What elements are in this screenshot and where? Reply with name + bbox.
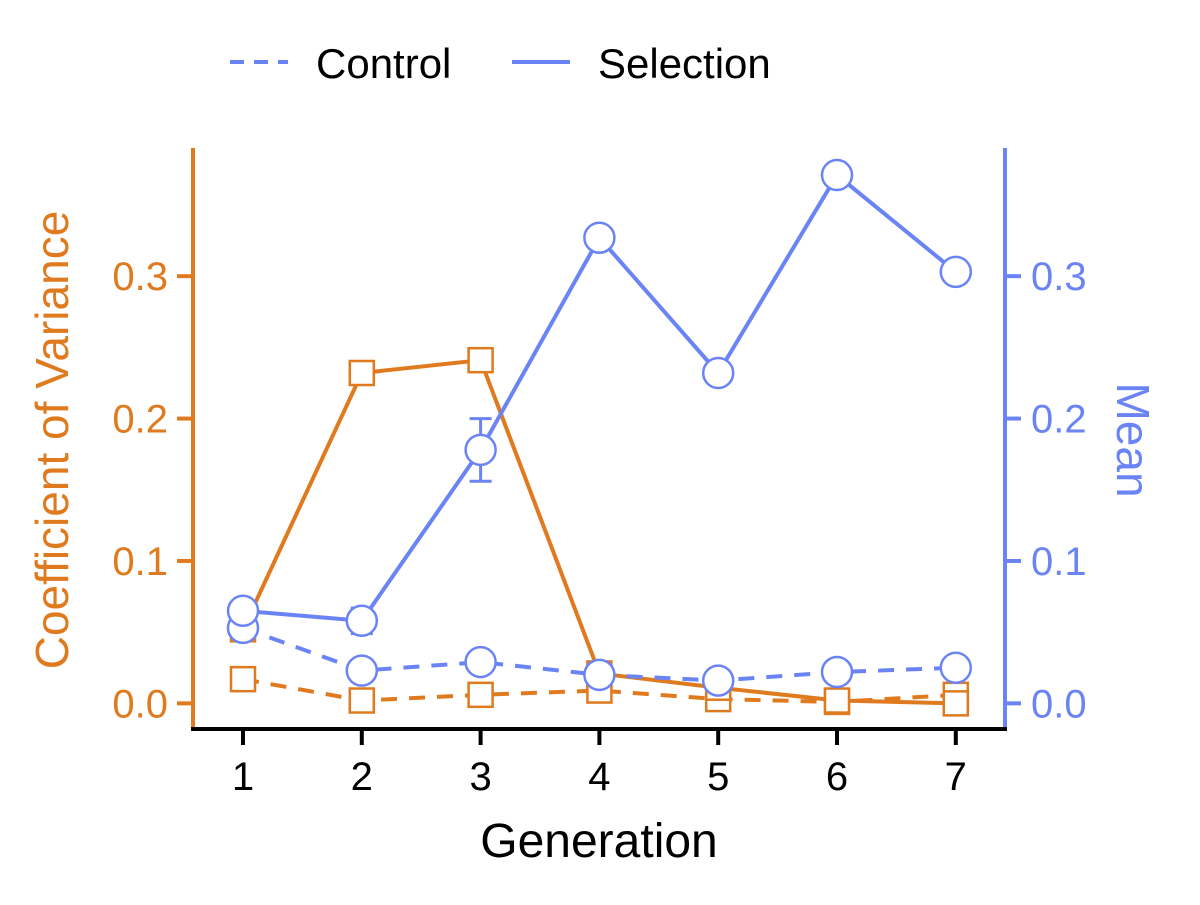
left-y-tick-label: 0.0 bbox=[112, 682, 168, 726]
data-point-circle bbox=[701, 356, 735, 390]
data-point-circle bbox=[345, 604, 379, 638]
right-y-tick-label: 0.3 bbox=[1031, 255, 1087, 299]
data-point-circle bbox=[583, 658, 616, 692]
data-point-circle bbox=[226, 594, 260, 628]
data-point-circle bbox=[583, 221, 616, 254]
x-tick-label: 1 bbox=[232, 755, 254, 799]
data-point-square bbox=[348, 687, 376, 714]
legend-control-label: Control bbox=[316, 40, 451, 87]
left-y-tick-label: 0.2 bbox=[112, 398, 168, 442]
x-axis-title: Generation bbox=[480, 815, 718, 868]
left-y-tick-label: 0.3 bbox=[112, 255, 168, 299]
data-point-circle bbox=[820, 655, 854, 689]
x-tick-label: 2 bbox=[351, 755, 373, 799]
x-tick-label: 6 bbox=[826, 755, 848, 799]
data-point-square bbox=[348, 359, 376, 387]
x-tick-label: 7 bbox=[945, 755, 967, 799]
right-y-tick-label: 0.0 bbox=[1031, 682, 1087, 726]
left-y-axis-title: Coefficient of Variance bbox=[26, 211, 78, 670]
legend-selection-label: Selection bbox=[598, 40, 771, 87]
left-y-tick-label: 0.1 bbox=[112, 540, 168, 584]
right-y-tick-label: 0.2 bbox=[1031, 398, 1087, 442]
ticks-layer: 1 2 3 4 5 6 7 0.0 0.0 0.1 0.1 0.2 0.2 0.3 0.3 bbox=[112, 255, 1086, 799]
series-line bbox=[241, 358, 956, 706]
data-point-circle bbox=[820, 158, 854, 192]
right-y-axis-title: Mean bbox=[1107, 382, 1159, 497]
x-tick-label: 3 bbox=[469, 755, 491, 799]
data-point-circle bbox=[345, 654, 379, 687]
data-point-square bbox=[823, 687, 851, 714]
data-point-circle bbox=[464, 433, 497, 467]
data-point-square bbox=[467, 681, 494, 709]
data-point-square bbox=[229, 665, 257, 693]
data-point-square bbox=[467, 346, 494, 374]
x-tick-label: 4 bbox=[588, 755, 610, 799]
right-y-tick-label: 0.1 bbox=[1031, 540, 1087, 584]
x-tick-label: 5 bbox=[707, 755, 729, 799]
series-mean-control bbox=[226, 611, 973, 697]
series-mean-selection bbox=[226, 158, 973, 638]
legend: Control Selection bbox=[230, 40, 771, 87]
data-point-circle bbox=[701, 664, 735, 697]
series-layer bbox=[226, 158, 973, 717]
data-point-square bbox=[942, 690, 970, 717]
data-point-circle bbox=[464, 645, 497, 679]
data-point-circle bbox=[939, 255, 973, 289]
data-point-circle bbox=[939, 651, 973, 685]
